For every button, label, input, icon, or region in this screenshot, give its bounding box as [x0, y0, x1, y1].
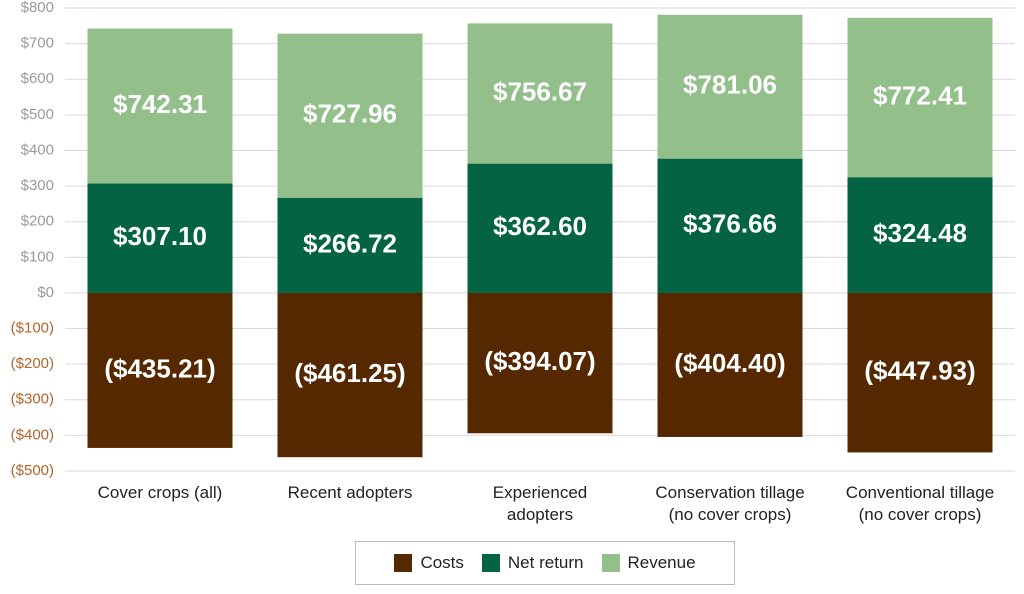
- bar: [87, 183, 233, 293]
- y-tick-label: $800: [21, 0, 54, 16]
- y-tick-label: ($400): [11, 426, 54, 443]
- y-tick-label: $100: [21, 248, 54, 265]
- y-tick-label: $400: [21, 141, 54, 158]
- legend-label: Revenue: [627, 553, 696, 572]
- bar: [657, 292, 803, 437]
- value-label: ($435.21): [104, 353, 215, 383]
- y-tick-label: $700: [21, 35, 54, 52]
- legend-swatch: [481, 554, 500, 572]
- value-label: $324.48: [873, 218, 967, 248]
- value-label: ($461.25): [294, 358, 405, 388]
- bar: [657, 158, 803, 293]
- x-tick-label: Conservation tillage (no cover crops): [655, 483, 805, 524]
- bar: [847, 177, 993, 293]
- x-tick-label: Recent adopters: [287, 483, 413, 502]
- y-tick-label: ($500): [11, 462, 54, 479]
- value-label: ($394.07): [484, 346, 595, 376]
- value-label: $307.10: [113, 221, 207, 251]
- legend-label: Net return: [507, 553, 584, 572]
- value-label: $772.41: [873, 80, 967, 110]
- bar: [87, 292, 233, 448]
- x-tick-label: Cover crops (all): [97, 483, 223, 502]
- legend-item: Revenue: [601, 553, 696, 573]
- y-tick-label: ($200): [11, 355, 54, 372]
- value-label: ($447.93): [864, 356, 975, 386]
- legend-label: Costs: [420, 553, 464, 572]
- legend: Costs Net return Revenue: [355, 541, 735, 585]
- bar: [467, 163, 613, 293]
- bar: [847, 292, 993, 453]
- value-label: $742.31: [113, 89, 207, 119]
- value-label: $727.96: [303, 99, 397, 129]
- bar: [277, 292, 423, 458]
- bar: [277, 197, 423, 293]
- y-tick-label: $600: [21, 70, 54, 87]
- x-tick-label: Conventional tillage (no cover crops): [845, 483, 995, 524]
- legend-swatch: [601, 554, 620, 572]
- x-tick-label: Experienced adopters: [492, 483, 588, 524]
- legend-item: Net return: [481, 553, 584, 573]
- bar: [467, 292, 613, 434]
- value-label: $266.72: [303, 228, 397, 258]
- y-tick-label: $300: [21, 177, 54, 194]
- y-tick-label: $200: [21, 213, 54, 230]
- y-tick-label: $500: [21, 106, 54, 123]
- value-label: ($404.40): [674, 348, 785, 378]
- legend-swatch: [394, 554, 413, 572]
- value-label: $362.60: [493, 211, 587, 241]
- value-label: $756.67: [493, 76, 587, 106]
- y-tick-label: $0: [37, 284, 54, 301]
- value-label: $781.06: [683, 70, 777, 100]
- legend-item: Costs: [394, 553, 464, 573]
- y-tick-label: ($300): [11, 391, 54, 408]
- y-tick-label: ($100): [11, 320, 54, 337]
- value-label: $376.66: [683, 209, 777, 239]
